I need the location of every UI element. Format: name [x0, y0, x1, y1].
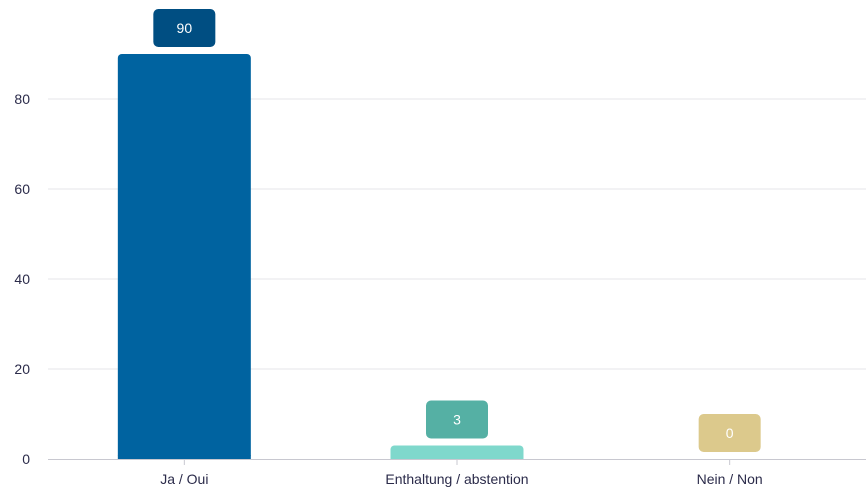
y-tick-label: 40 — [14, 271, 30, 287]
data-label-badge — [698, 414, 761, 452]
data-label-badge — [153, 9, 216, 47]
data-labels: 90 3 0 — [153, 9, 761, 452]
x-category-label: Ja / Oui — [160, 471, 208, 487]
bar-1-base — [117, 455, 251, 459]
data-label-badge — [426, 400, 488, 439]
y-tick-label: 0 — [22, 451, 30, 467]
bars — [117, 54, 524, 459]
data-label: 0 — [726, 425, 734, 441]
x-category-label: Enthaltung / abstention — [385, 471, 528, 487]
y-axis-ticks: 0 20 40 60 80 — [14, 91, 30, 467]
x-axis: Ja / Oui Enthaltung / abstention Nein / No… — [48, 459, 866, 487]
y-tick-label: 60 — [14, 181, 30, 197]
y-tick-label: 80 — [14, 91, 30, 107]
bar-2-base — [390, 455, 524, 459]
bar-1 — [117, 54, 251, 459]
y-tick-label: 20 — [14, 361, 30, 377]
x-category-label: Nein / Non — [697, 471, 763, 487]
data-label: 90 — [177, 20, 193, 36]
data-label: 3 — [453, 412, 461, 428]
